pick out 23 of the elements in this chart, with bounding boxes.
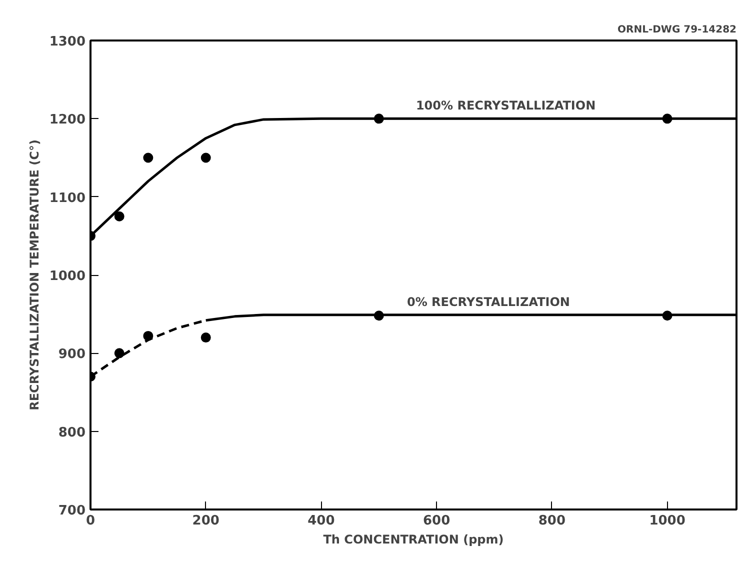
y-tick-label: 1200	[49, 112, 86, 128]
y-tick-label: 1300	[49, 34, 86, 50]
x-tick-label: 800	[538, 514, 566, 528]
y-tick-label: 1100	[49, 190, 86, 206]
y-tick-label: 1000	[49, 269, 86, 284]
y-tick-label: 800	[58, 425, 86, 440]
annotation: 0% RECRYSTALLIZATION	[407, 294, 570, 309]
point	[200, 332, 211, 343]
y-axis-title: RECRYSTALLIZATION TEMPERATURE (C°)	[27, 140, 42, 410]
y-tick-label: 900	[58, 347, 86, 362]
annotation: 100% RECRYSTALLIZATION	[416, 98, 596, 113]
x-axis-title: Th CONCENTRATION (ppm)	[323, 532, 504, 546]
y-tick-label: 700	[58, 504, 86, 518]
point	[114, 211, 124, 222]
text: ORNL-DWG 79-14282	[618, 24, 737, 36]
point	[143, 152, 154, 163]
x-tick-label: 600	[423, 514, 450, 528]
x-tick-label: 0	[86, 514, 96, 528]
x-tick-label: 400	[308, 514, 335, 528]
point	[114, 348, 124, 358]
x-tick-label: 200	[192, 514, 220, 528]
x-tick-label: 1000	[649, 514, 686, 528]
point	[200, 152, 211, 163]
